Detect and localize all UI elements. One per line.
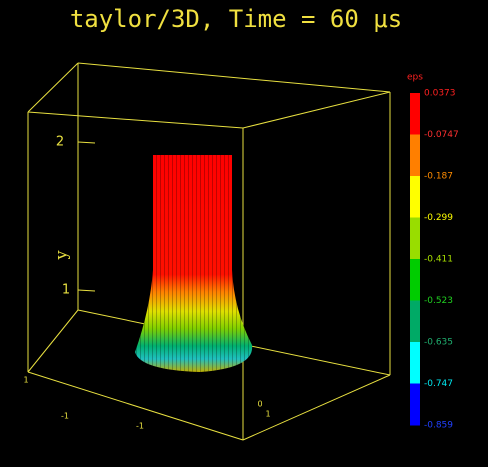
colorbar-segment [410,300,420,343]
tick-label: 1 [265,410,270,419]
colorbar-label: -0.523 [424,296,453,306]
colorbar-label: -0.0747 [424,130,459,140]
colorbar-segment [410,342,420,384]
colorbar-label: -0.635 [424,338,453,348]
colorbar-label: -0.411 [424,255,453,265]
colorbar-label: -0.299 [424,213,453,223]
tick-label: 1 [23,376,28,385]
specimen-texture [135,155,253,372]
colorbar-label: -0.187 [424,172,453,182]
colorbar: 0.0373 -0.0747 -0.187 -0.299 -0.411 -0.523 -0.… [410,89,459,431]
colorbar-label: -0.859 [424,421,453,431]
tick-label: -1 [61,412,69,421]
tick-label: 1 [62,283,70,298]
colorbar-segment [410,217,420,260]
colorbar-segment [410,176,420,218]
tick-label: -1 [136,422,144,431]
tick-label: 0 [257,400,262,409]
title: taylor/3D, Time = 60 μs [70,5,402,33]
bounding-box [27,62,391,441]
colorbar-title: eps [407,73,423,83]
axis-label: y [52,250,71,260]
colorbar-label: 0.0373 [424,89,456,99]
colorbar-segment [410,134,420,177]
colorbar-segment [410,93,420,135]
colorbar-segment [410,383,420,426]
colorbar-segment [410,259,420,301]
tick-label: 2 [56,135,64,150]
colorbar-label: -0.747 [424,379,453,389]
